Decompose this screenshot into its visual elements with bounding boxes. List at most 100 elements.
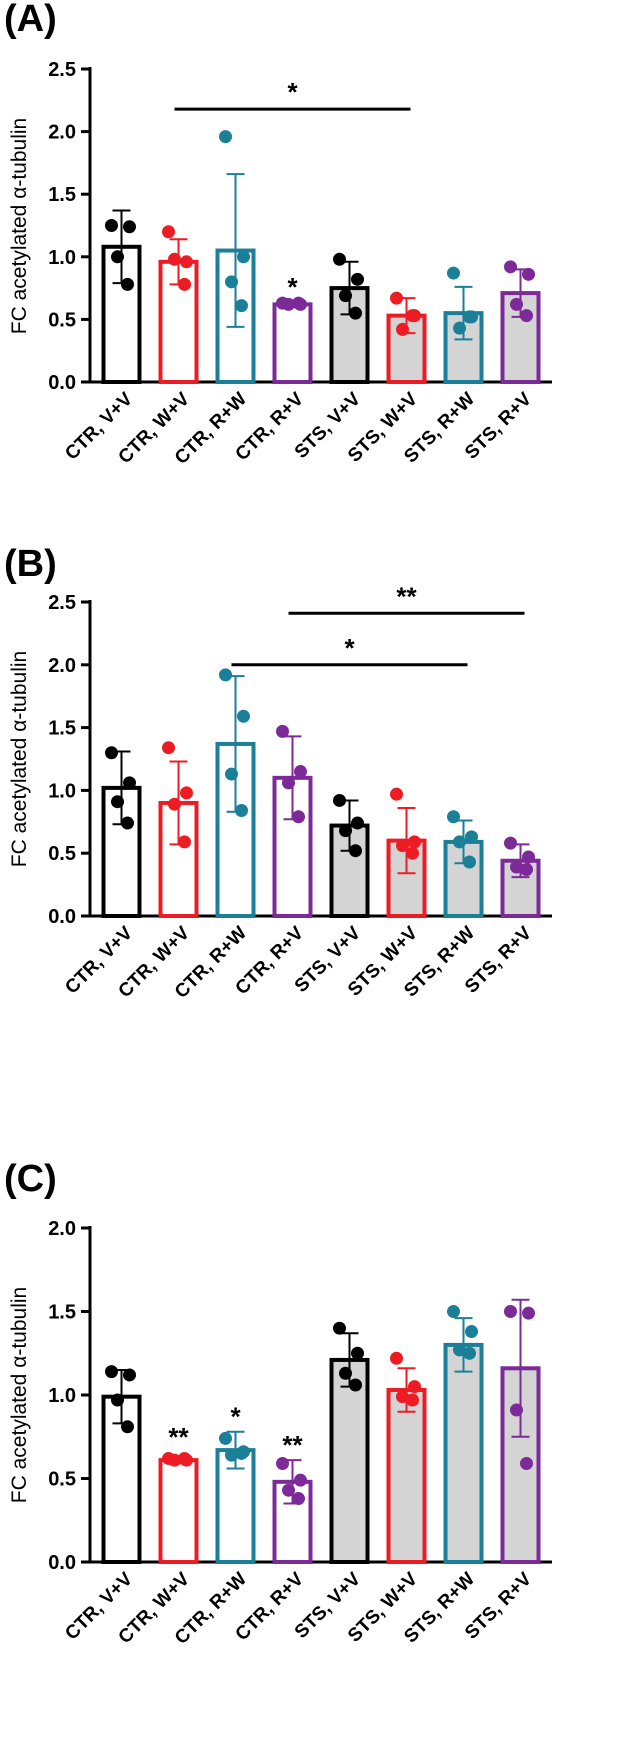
data-point (235, 1446, 248, 1460)
y-tick-label: 0.0 (48, 1552, 76, 1574)
panel-b: (B) FC acetylated α-tubulin 0.0 0.5 1.0 1.5 2… (0, 543, 628, 1165)
data-point (282, 1483, 295, 1497)
data-point (339, 1366, 352, 1380)
data-point (510, 860, 523, 874)
y-tick-label: 1.0 (48, 247, 76, 269)
data-point (123, 220, 136, 234)
y-axis-label: FC acetylated α-tubulin (8, 651, 31, 867)
data-point (178, 1451, 191, 1465)
data-point (162, 225, 175, 239)
panel-label-a: (A) (4, 0, 57, 40)
data-point (292, 296, 305, 310)
y-tick-label: 0.5 (48, 843, 76, 865)
bar (272, 302, 313, 385)
bar (386, 1387, 427, 1564)
data-point (390, 1351, 403, 1365)
data-point (225, 1448, 238, 1462)
data-point (292, 810, 305, 824)
data-point (396, 839, 409, 853)
data-point (235, 299, 248, 313)
data-point (390, 787, 403, 801)
data-point (349, 306, 362, 320)
y-tick-label: 2.5 (48, 592, 76, 614)
significance-label: * (287, 272, 298, 302)
data-point (225, 767, 238, 781)
data-point (225, 275, 238, 289)
data-point (178, 835, 191, 849)
data-point (349, 1378, 362, 1392)
data-point (522, 850, 535, 864)
data-point (219, 668, 232, 682)
data-point (237, 250, 250, 264)
y-tick-label: 0.0 (48, 372, 76, 394)
data-point (105, 746, 118, 760)
data-point (396, 1390, 409, 1404)
y-tick-label: 1.5 (48, 184, 76, 206)
data-point (339, 824, 352, 838)
data-point (282, 297, 295, 311)
data-point (463, 855, 476, 869)
data-point (351, 1346, 364, 1360)
data-point (408, 835, 421, 849)
bar (158, 1458, 199, 1565)
y-tick-label: 1.5 (48, 1302, 76, 1324)
data-point (333, 793, 346, 807)
data-point (111, 795, 124, 809)
y-tick-label: 1.5 (48, 718, 76, 740)
y-tick-label: 0.5 (48, 309, 76, 331)
data-point (522, 1306, 535, 1320)
data-point (447, 810, 460, 824)
significance-label: * (230, 1402, 241, 1432)
data-point (520, 309, 533, 323)
data-point (406, 1393, 419, 1407)
data-point (162, 741, 175, 755)
y-tick-label: 0.5 (48, 1469, 76, 1491)
data-point (390, 291, 403, 305)
data-point (406, 309, 419, 323)
significance-label: ** (396, 581, 417, 611)
data-point (294, 1473, 307, 1487)
data-point (349, 844, 362, 858)
data-point (465, 830, 478, 844)
data-point (168, 1453, 181, 1467)
significance-label: ** (282, 1430, 303, 1460)
data-point (453, 1343, 466, 1357)
panel-label-c: (C) (4, 1158, 57, 1200)
data-point (339, 289, 352, 303)
data-point (292, 1492, 305, 1506)
data-point (520, 1456, 533, 1470)
data-point (121, 1420, 134, 1434)
data-point (237, 709, 250, 723)
significance-label: ** (168, 1422, 189, 1452)
y-tick-label: 1.0 (48, 1385, 76, 1407)
data-point (408, 1380, 421, 1394)
data-point (121, 277, 134, 291)
data-point (178, 277, 191, 291)
bar (158, 259, 199, 385)
data-point (276, 724, 289, 738)
chart-a: FC acetylated α-tubulin 0.0 0.5 1.0 1.5 2.0 2.… (8, 59, 552, 469)
data-point (111, 1393, 124, 1407)
data-point (453, 321, 466, 335)
y-tick-label: 2.0 (48, 122, 76, 144)
data-point (123, 776, 136, 790)
significance-label: * (287, 77, 298, 107)
data-point (219, 130, 232, 144)
data-point (123, 1368, 136, 1382)
data-point (465, 1325, 478, 1339)
data-point (276, 1456, 289, 1470)
data-point (333, 252, 346, 266)
y-tick-label: 1.0 (48, 780, 76, 802)
data-point (168, 252, 181, 266)
data-point (463, 310, 476, 324)
data-point (510, 1403, 523, 1417)
data-point (294, 765, 307, 779)
data-point (105, 219, 118, 232)
data-point (522, 267, 535, 281)
data-point (111, 250, 124, 264)
data-point (504, 836, 517, 850)
data-point (510, 297, 523, 311)
data-point (351, 816, 364, 830)
data-point (333, 1321, 346, 1335)
data-point (504, 1305, 517, 1318)
